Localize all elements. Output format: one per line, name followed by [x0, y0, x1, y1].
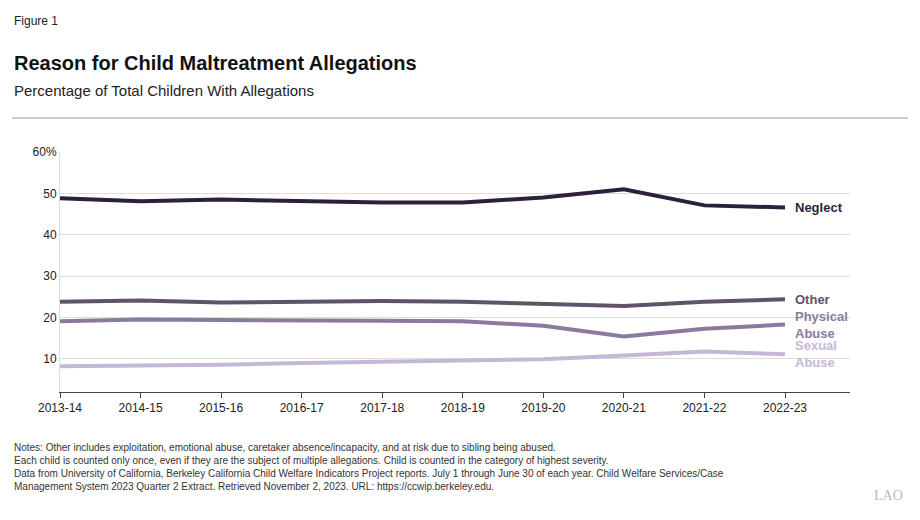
svg-text:2017-18: 2017-18 [360, 401, 404, 415]
svg-text:Neglect: Neglect [795, 200, 843, 215]
svg-text:10: 10 [43, 352, 57, 366]
svg-text:60%: 60% [33, 145, 57, 159]
svg-text:2016-17: 2016-17 [280, 401, 324, 415]
svg-text:PhysicalAbuse: PhysicalAbuse [795, 309, 848, 341]
svg-text:Figure 1: Figure 1 [14, 14, 58, 28]
svg-text:2018-19: 2018-19 [441, 401, 485, 415]
svg-text:2020-21: 2020-21 [602, 401, 646, 415]
svg-text:2013-14: 2013-14 [38, 401, 82, 415]
svg-text:Notes: Other includes exploita: Notes: Other includes exploitation, emot… [14, 442, 724, 492]
svg-text:2022-23: 2022-23 [763, 401, 807, 415]
svg-text:SexualAbuse: SexualAbuse [795, 338, 837, 370]
svg-text:20: 20 [43, 311, 57, 325]
svg-text:Other: Other [795, 292, 830, 307]
svg-text:2014-15: 2014-15 [119, 401, 163, 415]
svg-text:Reason for Child Maltreatment: Reason for Child Maltreatment Allegation… [14, 52, 417, 74]
svg-text:30: 30 [43, 269, 57, 283]
svg-text:2019-20: 2019-20 [521, 401, 565, 415]
svg-text:2021-22: 2021-22 [682, 401, 726, 415]
svg-text:2015-16: 2015-16 [199, 401, 243, 415]
svg-text:LAO: LAO [874, 488, 903, 503]
svg-text:Percentage of Total Children W: Percentage of Total Children With Allega… [14, 82, 314, 99]
svg-text:50: 50 [43, 187, 57, 201]
svg-text:40: 40 [43, 228, 57, 242]
